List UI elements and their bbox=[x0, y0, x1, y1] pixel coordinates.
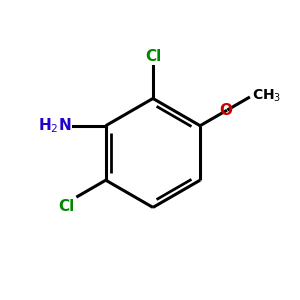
Text: CH$_3$: CH$_3$ bbox=[252, 87, 281, 104]
Text: O: O bbox=[219, 103, 232, 118]
Text: Cl: Cl bbox=[58, 199, 75, 214]
Text: Cl: Cl bbox=[145, 49, 161, 64]
Text: H$_2$N: H$_2$N bbox=[38, 116, 72, 135]
